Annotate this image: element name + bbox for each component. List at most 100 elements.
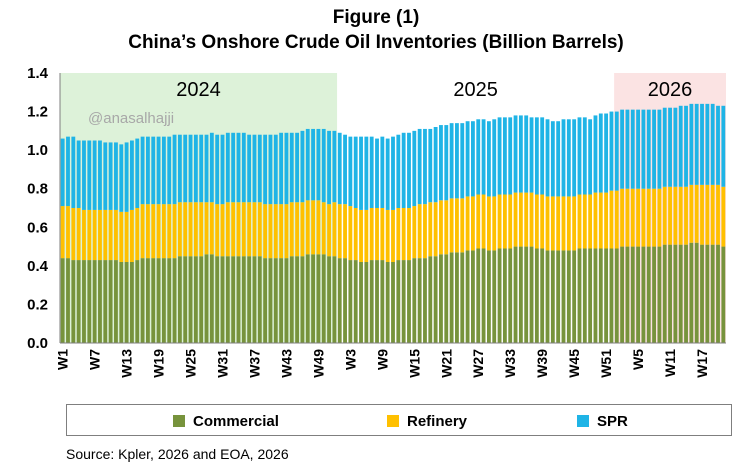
- bar-spr-57: [364, 136, 369, 210]
- bar-refinery-107: [630, 188, 635, 247]
- bar-refinery-120: [700, 184, 704, 245]
- bar-spr-99: [588, 119, 593, 195]
- bar-commercial-17: [151, 258, 156, 343]
- bar-refinery-78: [476, 194, 481, 249]
- bar-commercial-74: [455, 252, 459, 343]
- bar-commercial-49: [321, 254, 326, 343]
- bar-refinery-6: [92, 209, 97, 261]
- bar-refinery-109: [641, 188, 646, 247]
- bar-commercial-30: [220, 256, 225, 343]
- bar-spr-81: [492, 119, 497, 197]
- bar-refinery-28: [209, 202, 214, 255]
- bar-commercial-69: [428, 256, 433, 343]
- bar-commercial-51: [332, 256, 337, 343]
- bar-spr-8: [103, 142, 108, 210]
- bar-refinery-51: [332, 202, 337, 257]
- bar-commercial-63: [396, 260, 401, 343]
- x-tick-label: W5: [630, 349, 646, 370]
- chart-legend: Commercial Refinery SPR: [66, 404, 732, 436]
- bar-commercial-66: [412, 258, 417, 343]
- bar-spr-19: [161, 136, 166, 205]
- x-tick-label: W37: [246, 349, 262, 378]
- bar-spr-27: [204, 134, 209, 203]
- bar-spr-112: [657, 109, 662, 189]
- bar-spr-109: [641, 109, 646, 189]
- bar-refinery-79: [481, 194, 486, 249]
- bar-refinery-70: [433, 202, 438, 257]
- bar-spr-92: [550, 121, 555, 197]
- legend-item-spr: SPR: [577, 413, 628, 430]
- bar-refinery-122: [710, 184, 715, 245]
- bar-spr-12: [124, 142, 129, 212]
- bar-spr-118: [689, 103, 694, 185]
- bar-spr-121: [705, 103, 710, 185]
- bar-commercial-44: [295, 256, 300, 343]
- bar-refinery-63: [396, 208, 401, 261]
- bar-commercial-36: [252, 256, 257, 343]
- bar-spr-10: [114, 142, 118, 210]
- bar-commercial-2: [71, 260, 76, 343]
- bar-refinery-43: [289, 202, 294, 257]
- bar-spr-117: [684, 105, 688, 187]
- bar-spr-69: [428, 128, 433, 203]
- bar-commercial-18: [156, 258, 161, 343]
- bar-commercial-77: [471, 250, 475, 343]
- bar-refinery-14: [135, 208, 140, 261]
- bar-refinery-114: [668, 186, 672, 245]
- bar-refinery-1: [66, 206, 70, 259]
- bar-refinery-83: [502, 194, 507, 249]
- bar-spr-55: [353, 136, 358, 208]
- bar-spr-23: [183, 134, 188, 203]
- bar-refinery-29: [215, 204, 220, 257]
- bar-commercial-115: [673, 244, 678, 343]
- bar-commercial-13: [130, 262, 134, 343]
- bar-commercial-114: [668, 244, 672, 343]
- bar-spr-63: [396, 134, 401, 208]
- bar-refinery-37: [257, 202, 262, 257]
- bar-commercial-119: [694, 242, 699, 343]
- bar-spr-43: [289, 132, 294, 203]
- bar-refinery-124: [721, 186, 726, 247]
- bar-commercial-65: [407, 260, 411, 343]
- bar-commercial-56: [359, 262, 363, 343]
- bar-refinery-48: [316, 200, 321, 255]
- bar-refinery-44: [295, 202, 300, 257]
- bar-spr-54: [348, 136, 353, 207]
- bar-spr-7: [98, 140, 102, 210]
- bar-commercial-99: [588, 248, 593, 343]
- bar-spr-13: [130, 140, 134, 210]
- bar-refinery-12: [124, 211, 129, 262]
- bar-commercial-43: [289, 256, 294, 343]
- bar-spr-115: [673, 107, 678, 187]
- bar-commercial-104: [614, 248, 619, 343]
- x-tick-label: W45: [566, 349, 582, 378]
- bar-spr-77: [471, 121, 475, 197]
- bar-commercial-32: [231, 256, 236, 343]
- bar-refinery-119: [694, 184, 699, 243]
- bar-refinery-7: [98, 209, 102, 261]
- x-tick-label: W15: [406, 349, 422, 378]
- bar-refinery-26: [199, 202, 204, 257]
- bar-spr-88: [529, 117, 534, 193]
- bar-refinery-69: [428, 202, 433, 257]
- bar-commercial-90: [540, 248, 545, 343]
- bar-commercial-67: [417, 258, 422, 343]
- bar-refinery-38: [263, 204, 268, 259]
- bar-commercial-116: [678, 244, 683, 343]
- bar-refinery-53: [343, 204, 347, 259]
- bar-refinery-113: [662, 186, 667, 245]
- bar-refinery-94: [561, 196, 566, 251]
- bar-spr-71: [439, 125, 443, 201]
- bar-commercial-28: [209, 254, 214, 343]
- bar-commercial-68: [423, 258, 427, 343]
- bar-spr-38: [263, 134, 268, 205]
- bar-refinery-23: [183, 202, 188, 257]
- bar-spr-89: [534, 117, 539, 195]
- bar-refinery-77: [471, 196, 475, 251]
- bar-commercial-60: [380, 260, 385, 343]
- bar-spr-53: [343, 134, 347, 205]
- year-band-label-2026: 2026: [648, 79, 693, 101]
- bar-spr-72: [444, 125, 449, 201]
- bar-commercial-83: [502, 248, 507, 343]
- bar-spr-21: [172, 134, 177, 205]
